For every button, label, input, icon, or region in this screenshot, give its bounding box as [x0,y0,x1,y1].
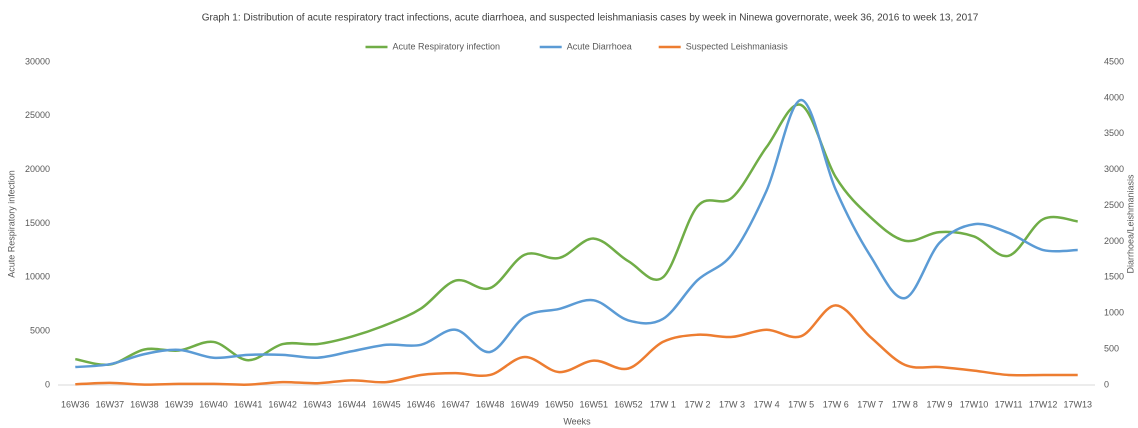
x-tick-label: 17W10 [960,399,989,409]
y-tick-label: 5000 [30,326,50,336]
x-tick-label: 17W 9 [926,399,952,409]
x-tick-label: 16W38 [130,399,159,409]
series-line [75,103,1078,367]
y-axis-label: Acute Respiratory infection [6,170,16,278]
y2-tick-label: 3500 [1104,128,1124,138]
x-tick-label: 16W41 [234,399,263,409]
x-tick-label: 17W11 [995,399,1023,409]
x-tick-label: 16W37 [96,399,125,409]
y-tick-label: 10000 [25,272,50,282]
legend-label: Suspected Leishmaniasis [686,41,789,51]
x-tick-label: 16W36 [61,399,90,409]
y2-tick-label: 4500 [1104,56,1124,66]
legend-label: Acute Respiratory infection [393,41,501,51]
x-tick-label: 17W13 [1063,399,1092,409]
x-tick-label: 16W49 [510,399,539,409]
y2-tick-label: 3000 [1104,164,1124,174]
x-tick-label: 16W46 [407,399,436,409]
x-tick-label: 17W 3 [719,399,745,409]
x-tick-label: 17W 2 [684,399,710,409]
y2-tick-label: 2500 [1104,200,1124,210]
y-tick-label: 25000 [25,110,50,120]
x-tick-label: 17W12 [1029,399,1058,409]
y2-tick-label: 4000 [1104,92,1124,102]
x-tick-label: 16W51 [580,399,609,409]
x-tick-label: 16W39 [165,399,194,409]
series-line [75,98,1078,369]
y2-tick-label: 0 [1104,379,1109,389]
y2-tick-label: 1500 [1104,272,1124,282]
series-line [75,304,1078,386]
y2-tick-label: 2000 [1104,236,1124,246]
x-tick-label: 16W48 [476,399,505,409]
x-tick-label: 16W43 [303,399,332,409]
x-axis-label: Weeks [563,416,591,426]
x-tick-label: 16W47 [441,399,470,409]
x-tick-label: 17W 1 [650,399,676,409]
y2-tick-label: 500 [1104,343,1119,353]
y-tick-label: 20000 [25,164,50,174]
x-tick-label: 17W 5 [788,399,814,409]
legend-label: Acute Diarrhoea [567,41,632,51]
x-tick-label: 16W44 [338,399,367,409]
x-tick-label: 17W 8 [892,399,918,409]
y-tick-label: 30000 [25,56,50,66]
y-tick-label: 0 [45,379,50,389]
y2-axis-label: Diarrhoea/Leishmaniasis [1125,174,1135,274]
x-tick-label: 16W52 [614,399,643,409]
x-tick-label: 17W 7 [857,399,883,409]
x-tick-label: 16W42 [268,399,297,409]
x-tick-label: 17W 6 [823,399,849,409]
x-tick-label: 16W45 [372,399,401,409]
y-tick-label: 15000 [25,218,50,228]
y2-tick-label: 1000 [1104,308,1124,318]
chart-title: Graph 1: Distribution of acute respirato… [202,13,979,24]
x-tick-label: 16W40 [199,399,228,409]
x-tick-label: 16W50 [545,399,574,409]
x-tick-label: 17W 4 [754,399,780,409]
